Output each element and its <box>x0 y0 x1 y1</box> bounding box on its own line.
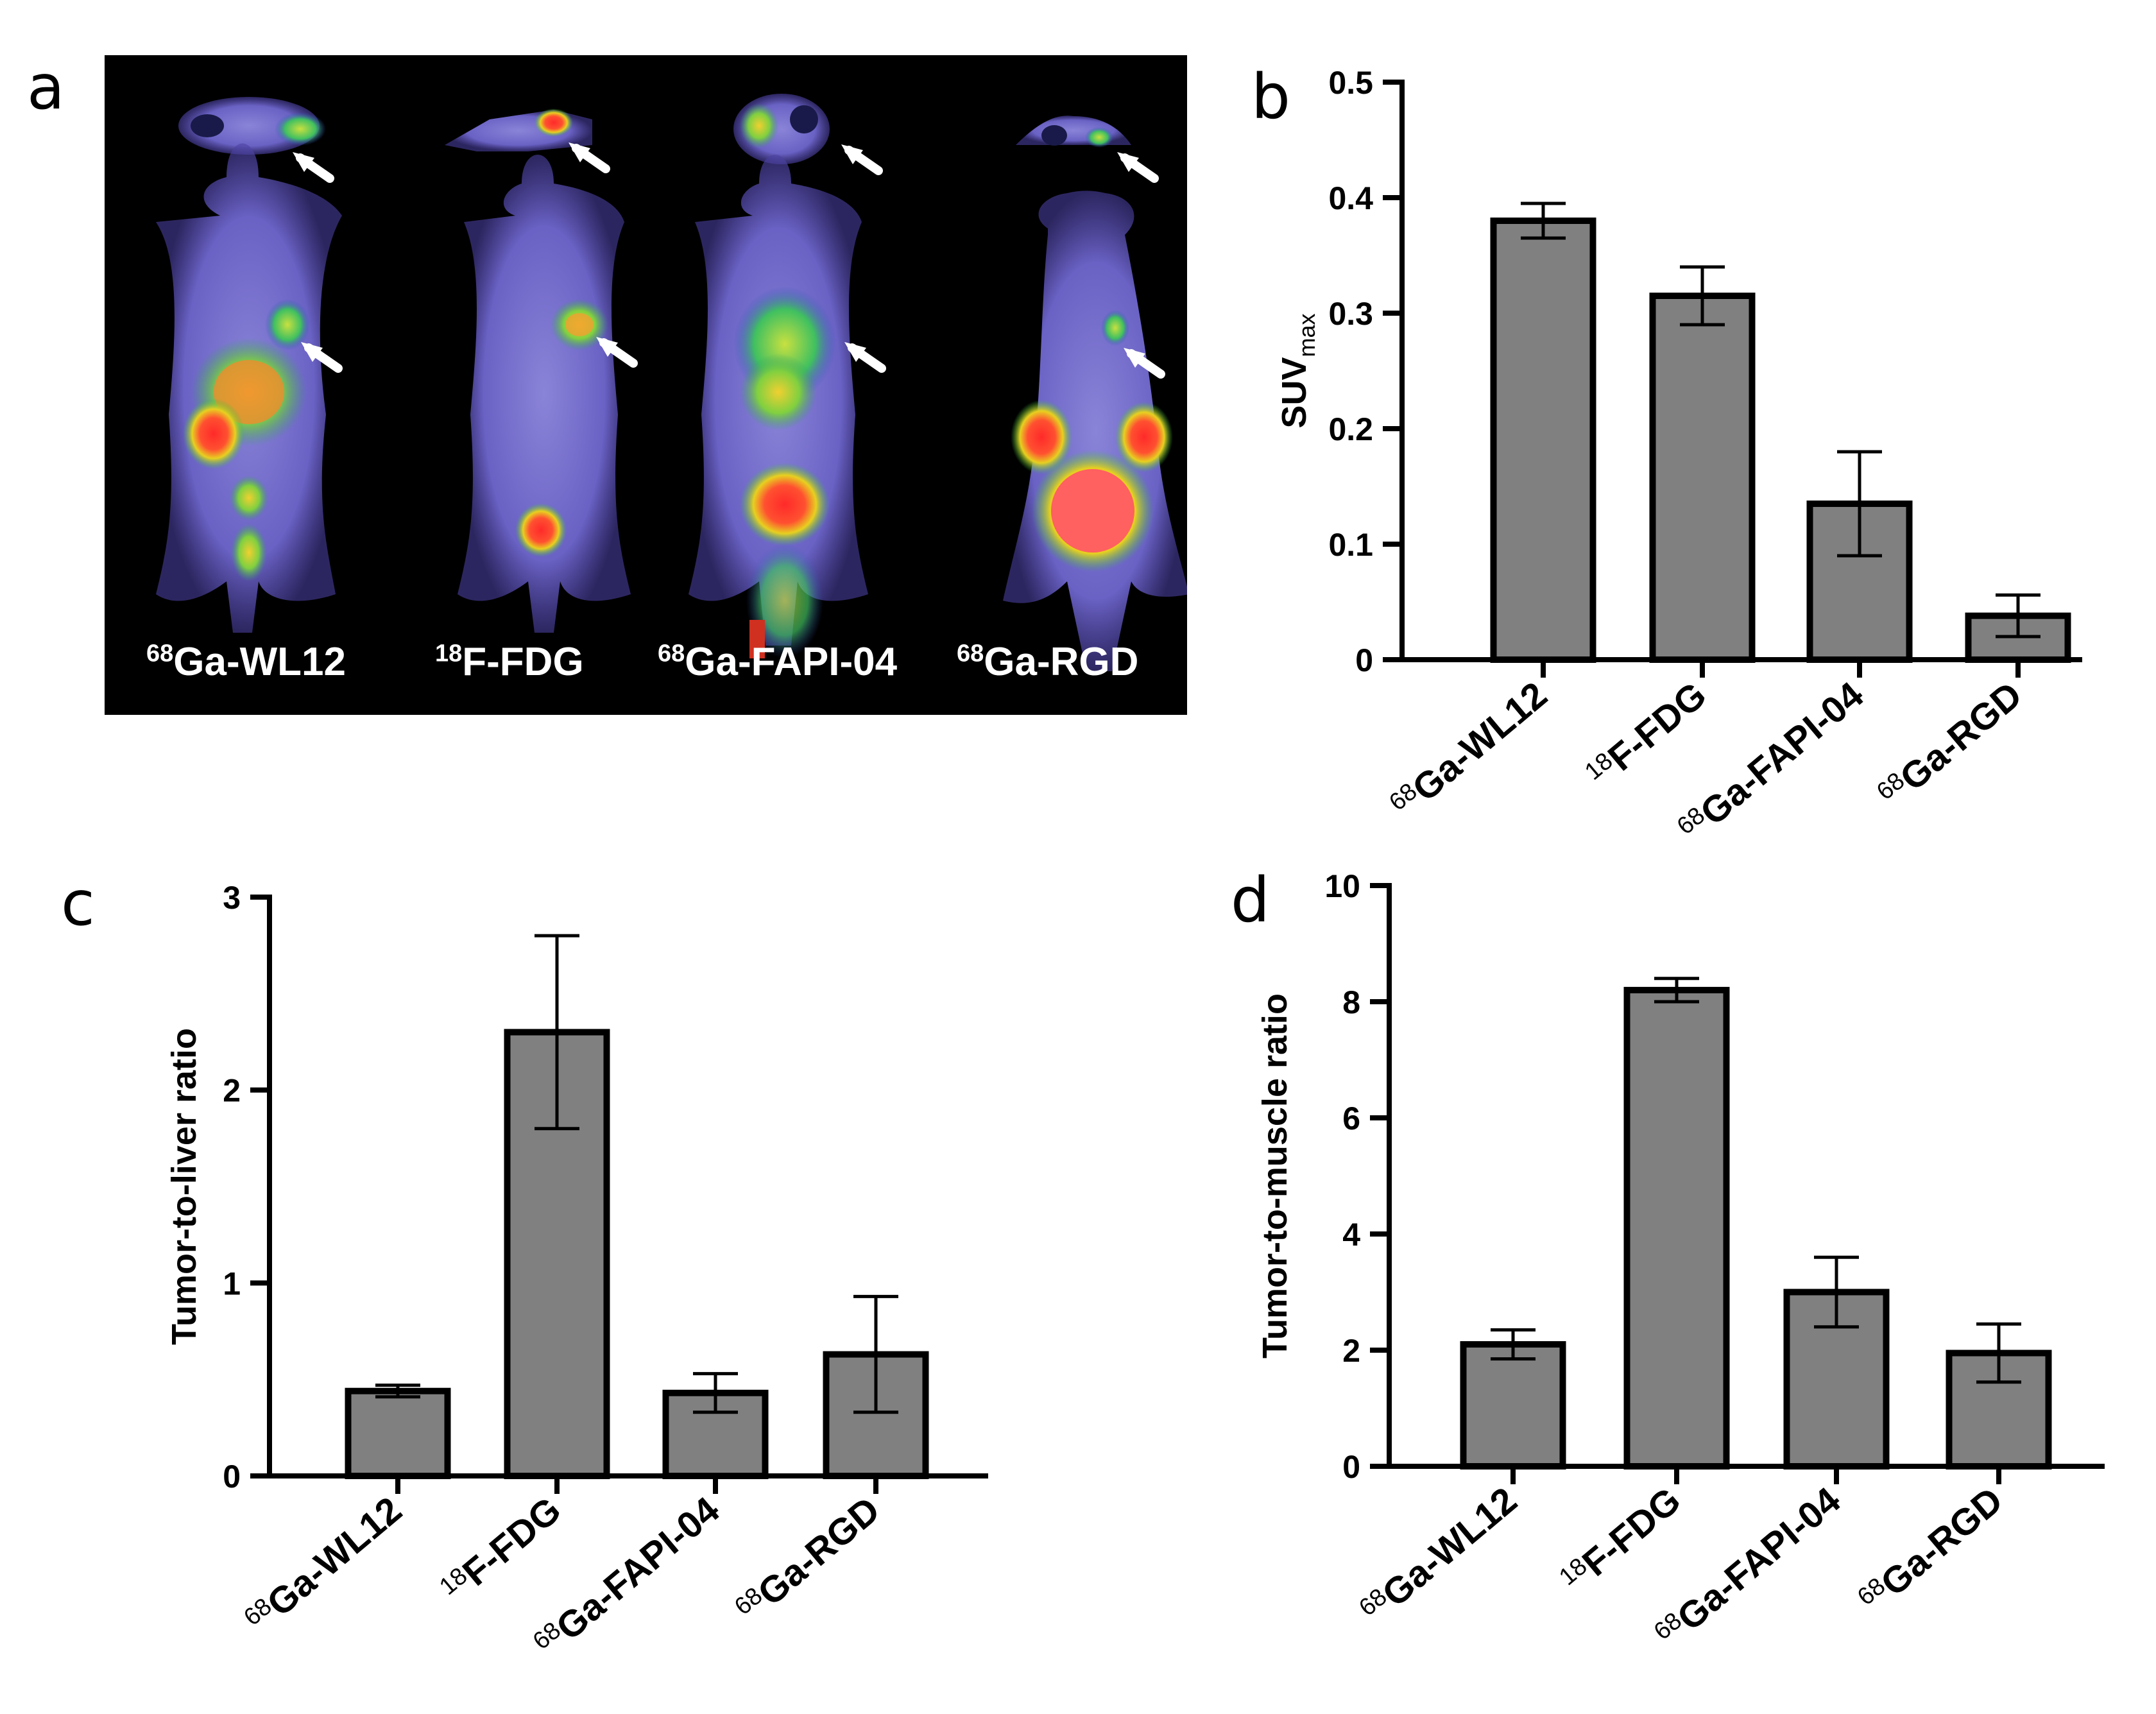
y-tick-label-d: 4 <box>1342 1217 1360 1253</box>
y-tick-label-c: 0 <box>223 1459 241 1495</box>
y-axis-label-c: Tumor-to-liver ratio <box>165 1028 203 1345</box>
mouse-image-3 <box>689 94 882 658</box>
panel-letter-a: a <box>27 51 65 123</box>
x-tick-label-d-1: 18F-FDG <box>1553 1479 1688 1602</box>
pet-ct-image-panel: 68Ga-WL12 18F-FDG 68Ga-FAPI-04 68Ga-RGD <box>105 55 1187 715</box>
tracer-label-3: 68Ga-FAPI-04 <box>658 640 898 684</box>
pet-ct-images <box>156 94 1187 671</box>
bar-b-1 <box>1649 293 1756 663</box>
y-tick-label-d: 0 <box>1342 1449 1360 1485</box>
y-tick-label-d: 2 <box>1342 1333 1360 1369</box>
y-axis-label-b: SUVmax <box>1275 313 1320 428</box>
x-tick-label-b-3: 68Ga-RGD <box>1871 674 2030 816</box>
bar-d-1 <box>1623 986 1730 1470</box>
y-axis-label-d: Tumor-to-muscle ratio <box>1256 993 1294 1358</box>
x-tick-label-d-3: 68Ga-RGD <box>1852 1479 2010 1622</box>
x-tick-label-c-3: 68Ga-RGD <box>729 1489 887 1631</box>
tracer-label-2: 18F-FDG <box>435 640 584 684</box>
tracer-label-4: 68Ga-RGD <box>957 640 1139 684</box>
bar-d-0 <box>1460 1341 1566 1470</box>
y-tick-label-b: 0.3 <box>1328 296 1373 332</box>
y-tick-label-c: 3 <box>223 880 241 916</box>
y-tick-label-b: 0.5 <box>1328 65 1373 101</box>
y-tick-label-c: 1 <box>223 1265 241 1301</box>
x-tick-label-b-0: 68Ga-WL12 <box>1384 674 1555 827</box>
x-tick-label-c-1: 18F-FDG <box>434 1489 569 1611</box>
y-tick-label-c: 2 <box>223 1073 241 1109</box>
mouse-image-4 <box>1003 116 1187 671</box>
mouse-image-1 <box>156 97 342 633</box>
bar-c-0 <box>345 1387 451 1480</box>
y-tick-label-d: 8 <box>1342 984 1360 1020</box>
y-tick-label-d: 6 <box>1342 1101 1360 1136</box>
chart-b: 0 0.1 0.2 0.3 0.4 0.5 SUVmax 68Ga-WL12 18F-FDG 68… <box>1275 65 2082 840</box>
panel-letter-c: c <box>61 868 95 939</box>
x-tick-label-d-0: 68Ga-WL12 <box>1354 1479 1525 1633</box>
y-tick-label-b: 0.1 <box>1328 527 1373 563</box>
mouse-image-2 <box>445 108 633 633</box>
y-tick-label-b: 0.4 <box>1328 180 1373 216</box>
y-tick-label-b: 0 <box>1355 642 1373 678</box>
tracer-label-1: 68Ga-WL12 <box>146 640 346 684</box>
x-tick-label-b-1: 18F-FDG <box>1579 674 1714 796</box>
chart-c: 0 1 2 3 Tumor-to-liver ratio 68Ga-WL12 18F-FDG… <box>165 880 988 1655</box>
bar-c-1 <box>504 1029 610 1479</box>
panel-letter-b: b <box>1251 61 1290 133</box>
panel-letter-d: d <box>1231 864 1270 936</box>
y-tick-label-b: 0.2 <box>1328 411 1373 447</box>
chart-d: 0 2 4 6 8 10 Tumor-to-muscle ratio 68Ga-WL12 18F… <box>1256 868 2105 1645</box>
y-tick-label-d: 10 <box>1324 868 1360 904</box>
x-tick-label-c-0: 68Ga-WL12 <box>239 1489 410 1642</box>
bar-b-0 <box>1490 218 1596 663</box>
